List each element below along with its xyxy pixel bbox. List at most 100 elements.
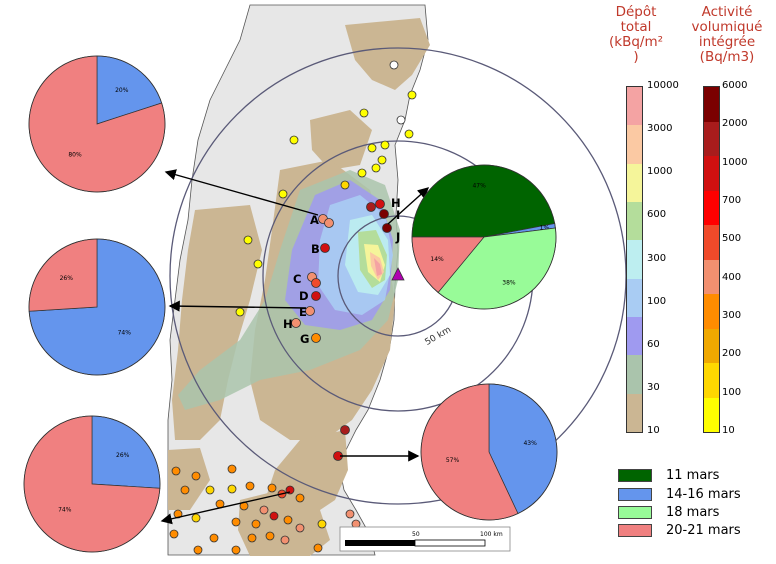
pie-outline: [420, 383, 558, 521]
station-point: [311, 333, 321, 343]
station-point: [235, 307, 245, 317]
station-point: [209, 533, 219, 543]
legend-item: 18 mars: [618, 504, 720, 520]
colorbar-segment: [704, 328, 719, 363]
station-point: [243, 235, 253, 245]
scale-bar: 50 100 km: [339, 526, 511, 552]
legend-label: 18 mars: [666, 504, 720, 520]
colorbar-segment: [627, 278, 642, 317]
legend-item: 20-21 mars: [618, 522, 741, 538]
colorbar-segment: [627, 393, 642, 432]
station-point: [340, 180, 350, 190]
station-point: [231, 517, 241, 527]
scale-tick: 50: [412, 531, 420, 538]
pie-outline: [28, 238, 166, 376]
station-point: [407, 90, 417, 100]
station-point: [320, 243, 330, 253]
legend-swatch: [618, 523, 652, 537]
site-label: B: [311, 242, 320, 256]
station-point: [227, 484, 237, 494]
pie-chart-station-e: 74% 26%: [28, 238, 166, 376]
station-point: [371, 163, 381, 173]
pie-label: 14%: [430, 256, 444, 263]
station-point: [278, 189, 288, 199]
station-point: [359, 108, 369, 118]
colorbar-tick: 1000: [722, 156, 748, 168]
callout-arrows: [160, 169, 430, 525]
station-point: [380, 140, 390, 150]
colorbar-segment: [704, 121, 719, 156]
station-point: [295, 493, 305, 503]
colorbar-tick: 200: [722, 348, 742, 360]
station-point: [205, 485, 215, 495]
site-label: C: [293, 272, 301, 286]
colorbar-segment: [627, 355, 642, 394]
station-point: [317, 519, 327, 529]
station-point: [245, 481, 255, 491]
site-label: E: [299, 305, 307, 319]
station-point: [171, 466, 181, 476]
station-point: [396, 115, 406, 125]
station-point: [251, 519, 261, 529]
station-point: [265, 531, 275, 541]
station-point: [231, 545, 241, 555]
station-point: [389, 60, 399, 70]
site-label: J: [395, 230, 400, 244]
station-point: [379, 209, 389, 219]
colorbar-tick: 500: [722, 233, 742, 245]
station-point: [295, 523, 305, 533]
station-point: [180, 485, 190, 495]
colorbar-tick: 10: [647, 425, 660, 436]
colorbar-segment: [627, 240, 642, 279]
station-point: [340, 425, 350, 435]
colorbar-tick: 400: [722, 271, 742, 283]
site-label: G: [300, 332, 309, 346]
pie-chart-coast-south: 43% 57%: [420, 383, 558, 521]
station-point: [311, 291, 321, 301]
colorbar-tick: 1000: [647, 166, 673, 178]
colorbar-tick: 100: [722, 386, 742, 398]
pie-label: 80%: [68, 151, 82, 158]
plant-marker-icon: [391, 267, 405, 281]
station-point: [367, 143, 377, 153]
station-point: [313, 543, 323, 553]
legend-label: 20-21 mars: [666, 522, 741, 538]
station-point: [283, 515, 293, 525]
station-point: [375, 199, 385, 209]
colorbar-segment: [704, 363, 719, 398]
legend-item: 14-16 mars: [618, 487, 741, 502]
colorbar-segment: [704, 225, 719, 260]
pie-label: 74%: [118, 330, 132, 337]
station-point: [267, 483, 277, 493]
station-point: [253, 259, 263, 269]
pie-outline: [411, 164, 557, 310]
station-point: [191, 513, 201, 523]
pie-label: 74%: [58, 507, 72, 514]
station-point: [169, 529, 179, 539]
station-point: [345, 509, 355, 519]
station-point: [357, 168, 367, 178]
colorbar-tick: 3000: [647, 123, 673, 135]
site-label: A: [310, 213, 319, 227]
colorbar-segment: [704, 259, 719, 294]
depot-scale-title: Dépôt total (kBq/m² ): [608, 4, 664, 65]
pie-outline: [23, 415, 161, 553]
station-point: [324, 218, 334, 228]
scale-tick: 100 km: [480, 531, 503, 538]
colorbar-segment: [627, 316, 642, 356]
pie-label: 26%: [116, 452, 130, 459]
colorbar-tick: 300: [722, 310, 742, 321]
legend-swatch: [618, 487, 652, 501]
colorbar-tick: 100: [647, 295, 667, 307]
colorbar-tick: 600: [647, 209, 667, 221]
colorbar-tick: 30: [647, 381, 660, 393]
colorbar-tick: 6000: [722, 80, 748, 91]
colorbar-tick: 300: [647, 252, 667, 264]
pie-label: 38%: [502, 279, 516, 286]
pie-chart-south: 26% 74%: [23, 415, 161, 553]
colorbar-segment: [704, 190, 719, 225]
pie-label: 1%: [540, 224, 550, 231]
pie-label: 43%: [523, 440, 537, 447]
station-point: [377, 155, 387, 165]
colorbar-segment: [627, 163, 642, 202]
